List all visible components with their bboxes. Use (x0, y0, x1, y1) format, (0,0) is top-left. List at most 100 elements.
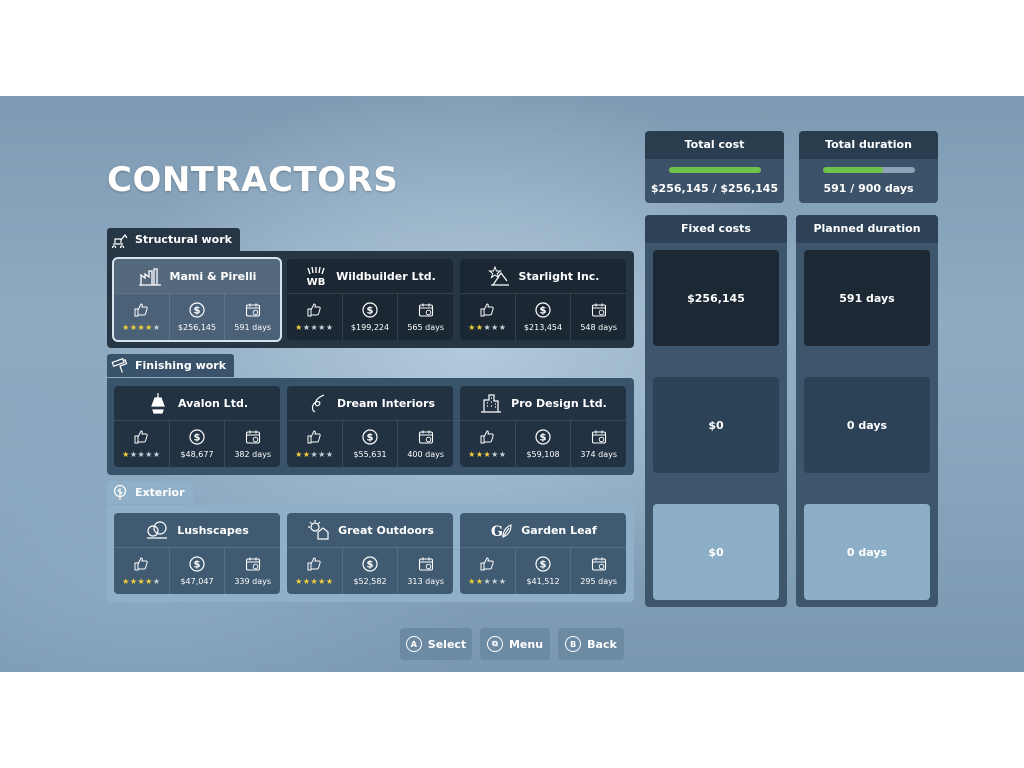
cost-stat: $ $52,582 (341, 548, 398, 594)
star-rating: ★★★★★ (295, 323, 334, 332)
card-stats: ★★★★★ $ $55,631 400 days (287, 420, 453, 467)
dollar-coin-icon: $ (189, 556, 205, 572)
calendar-clock-icon (418, 430, 433, 444)
svg-text:$: $ (367, 306, 374, 317)
contractor-cost: $213,454 (523, 323, 563, 332)
card-stats: ★★★★★ $ $41,512 295 days (460, 547, 626, 594)
contractor-cost: $47,047 (180, 577, 214, 586)
swirl-logo-icon (311, 394, 325, 413)
section-panel-structural: Mami & Pirelli ★★★★★ $ $256,145 591 days (107, 251, 634, 348)
card-stats: ★★★★★ $ $47,047 339 days (114, 547, 280, 594)
contractor-name: Wildbuilder Ltd. (336, 269, 436, 283)
total-duration-box: Total duration 591 / 900 days (799, 131, 938, 203)
duration-stat: 313 days (397, 548, 453, 594)
menu-button[interactable]: ⧉ Menu (480, 628, 550, 660)
star-crane-logo-icon (487, 265, 509, 286)
svg-text:$: $ (540, 560, 547, 571)
card-stats: ★★★★★ $ $199,224 565 days (287, 293, 453, 340)
svg-text:$: $ (194, 433, 201, 444)
cost-stat: $ $55,631 (341, 421, 398, 467)
section-header-finishing: Finishing work (107, 354, 235, 377)
contractor-card-pro-design[interactable]: Pro Design Ltd. ★★★★★ $ $59,108 374 days (460, 386, 626, 467)
rating-stat: ★★★★★ (287, 548, 342, 594)
card-header: WB Wildbuilder Ltd. (287, 259, 453, 293)
total-cost-progress-bar (668, 167, 761, 173)
paint-roller-icon (111, 357, 128, 373)
card-stats: ★★★★★ $ $59,108 374 days (460, 420, 626, 467)
bushes-logo-icon (147, 521, 168, 539)
contractor-cost: $48,677 (180, 450, 214, 459)
section-panel-exterior: Lushscapes ★★★★★ $ $47,047 339 days (107, 505, 634, 602)
thumbs-up-icon (307, 430, 322, 444)
contractor-cost: $59,108 (526, 450, 560, 459)
cost-stat: $ $59,108 (514, 421, 571, 467)
rating-stat: ★★★★★ (460, 548, 515, 594)
section-panel-finishing: Avalon Ltd. ★★★★★ $ $48,677 382 days (107, 378, 634, 475)
fixed-cost-finishing: $0 (653, 377, 779, 473)
cost-stat: $ $48,677 (168, 421, 225, 467)
fixed-costs-label: Fixed costs (645, 215, 787, 243)
contractor-card-garden-leaf[interactable]: G Garden Leaf ★★★★★ $ $41,512 295 days (460, 513, 626, 594)
cost-stat: $ $256,145 (168, 294, 225, 340)
star-rating: ★★★★★ (122, 577, 161, 586)
total-cost-label: Total cost (645, 131, 784, 159)
fixed-cost-exterior: $0 (653, 504, 779, 600)
contractor-name: Lushscapes (177, 523, 249, 537)
contractor-duration: 565 days (407, 323, 445, 332)
svg-text:WB: WB (307, 277, 326, 287)
tree-icon (113, 484, 127, 500)
select-button[interactable]: A Select (400, 628, 472, 660)
thumbs-up-icon (480, 303, 495, 317)
calendar-clock-icon (418, 557, 433, 571)
cost-stat: $ $41,512 (514, 548, 571, 594)
duration-stat: 400 days (397, 421, 453, 467)
calendar-clock-icon (591, 303, 606, 317)
thumbs-up-icon (134, 557, 149, 571)
contractors-screen: CONTRACTORS Structural work Mami & Pirel… (0, 96, 1024, 672)
contractor-card-great-outdoors[interactable]: Great Outdoors ★★★★★ $ $52,582 313 days (287, 513, 453, 594)
svg-text:$: $ (194, 306, 201, 317)
cost-stat: $ $47,047 (168, 548, 225, 594)
contractor-card-starlight[interactable]: Starlight Inc. ★★★★★ $ $213,454 548 days (460, 259, 626, 340)
planned-duration-column: Planned duration 591 days 0 days 0 days (796, 215, 938, 607)
contractor-duration: 548 days (580, 323, 618, 332)
contractor-name: Avalon Ltd. (177, 396, 249, 410)
card-header: Great Outdoors (287, 513, 453, 547)
page-title: CONTRACTORS (107, 160, 399, 200)
contractor-card-mami-pirelli[interactable]: Mami & Pirelli ★★★★★ $ $256,145 591 days (112, 257, 282, 342)
star-rating: ★★★★★ (122, 323, 161, 332)
rating-stat: ★★★★★ (460, 421, 515, 467)
total-duration-progress-bar (822, 167, 915, 173)
thumbs-up-icon (134, 430, 149, 444)
card-stats: ★★★★★ $ $48,677 382 days (114, 420, 280, 467)
back-button[interactable]: B Back (558, 628, 624, 660)
a-button-icon: A (405, 636, 422, 652)
rating-stat: ★★★★★ (114, 548, 169, 594)
contractor-card-lushscapes[interactable]: Lushscapes ★★★★★ $ $47,047 339 days (114, 513, 280, 594)
fixed-cost-structural: $256,145 (653, 250, 779, 346)
duration-stat: 382 days (224, 421, 280, 467)
contractor-card-dream-interiors[interactable]: Dream Interiors ★★★★★ $ $55,631 400 days (287, 386, 453, 467)
calendar-clock-icon (418, 303, 433, 317)
duration-stat: 548 days (570, 294, 626, 340)
dollar-coin-icon: $ (535, 429, 551, 445)
section-label: Structural work (135, 233, 232, 246)
star-rating: ★★★★★ (122, 450, 161, 459)
contractor-duration: 591 days (234, 323, 272, 332)
dollar-coin-icon: $ (189, 429, 205, 445)
contractor-card-avalon[interactable]: Avalon Ltd. ★★★★★ $ $48,677 382 days (114, 386, 280, 467)
svg-text:$: $ (540, 306, 547, 317)
card-header: Dream Interiors (287, 386, 453, 420)
section-label: Finishing work (135, 359, 227, 372)
rating-stat: ★★★★★ (287, 421, 342, 467)
contractor-name: Garden Leaf (521, 523, 597, 537)
dollar-coin-icon: $ (535, 302, 551, 318)
card-header: Mami & Pirelli (114, 259, 280, 293)
card-header: Pro Design Ltd. (460, 386, 626, 420)
section-label: Exterior (135, 486, 185, 499)
section-header-exterior: Exterior (107, 481, 193, 504)
svg-text:$: $ (194, 560, 201, 571)
calendar-clock-icon (245, 430, 260, 444)
planned-duration-structural: 591 days (804, 250, 930, 346)
contractor-card-wildbuilder[interactable]: WB Wildbuilder Ltd. ★★★★★ $ $199,224 565… (287, 259, 453, 340)
